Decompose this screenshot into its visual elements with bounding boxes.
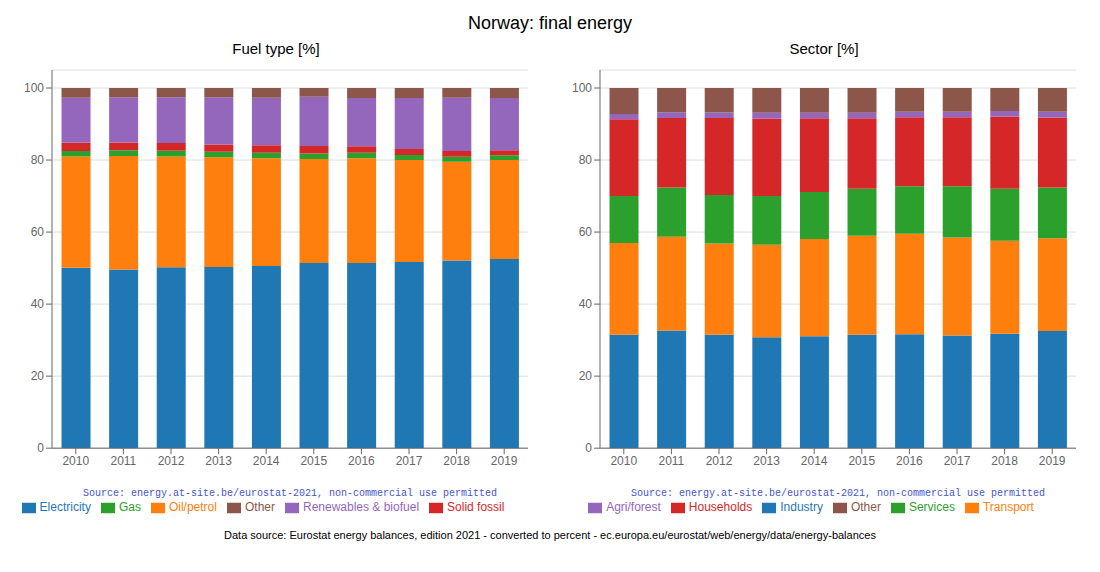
html-text:Renewables & biofuel: Renewables & biofuel [303,500,420,515]
svg-text:2018: 2018 [443,454,470,468]
html-text:Households: Households [688,500,753,515]
svg-text:2011: 2011 [658,454,684,468]
svg-text:40: 40 [31,297,45,311]
html-text:Electricity: Electricity [39,500,91,515]
svg-text:80: 80 [31,153,45,167]
svg-text:2018: 2018 [991,454,1018,468]
svg-text:2012: 2012 [706,454,733,468]
html-text:Agri/forest: Agri/forest [606,500,661,515]
svg-text:2019: 2019 [491,454,518,468]
svg-text:2016: 2016 [348,454,375,468]
svg-text:20: 20 [579,369,593,383]
svg-text:2015: 2015 [848,454,875,468]
svg-text:2016: 2016 [896,454,923,468]
html-text:Data source: Eurostat energy b: Data source: Eurostat energy balances, e… [224,529,876,541]
svg-text:2019: 2019 [1039,454,1066,468]
svg-text:60: 60 [31,225,45,239]
html-text:Services: Services [908,500,955,515]
svg-text:40: 40 [579,297,593,311]
svg-text:Source: energy.at-site.be/euro: Source: energy.at-site.be/eurostat-2021,… [631,488,1045,499]
svg-text:2013: 2013 [753,454,780,468]
html-text:Solid fossil: Solid fossil [447,500,505,515]
svg-text:2017: 2017 [396,454,423,468]
svg-text:2015: 2015 [300,454,327,468]
html-text:Sector [%]: Sector [%] [789,40,859,57]
svg-text:2010: 2010 [62,454,89,468]
svg-text:100: 100 [572,81,592,95]
svg-text:20: 20 [31,369,45,383]
html-text:Norway: final energy: Norway: final energy [468,13,632,33]
svg-text:2014: 2014 [801,454,828,468]
html-text:Industry: Industry [780,500,823,515]
svg-text:0: 0 [585,441,592,455]
html-text:Other: Other [245,500,275,515]
svg-text:80: 80 [579,153,593,167]
svg-text:100: 100 [24,81,44,95]
html-text:Oil/petrol: Oil/petrol [168,500,217,515]
svg-text:60: 60 [579,225,593,239]
svg-text:2014: 2014 [253,454,280,468]
svg-text:Source: energy.at-site.be/euro: Source: energy.at-site.be/eurostat-2021,… [83,488,497,499]
svg-text:2011: 2011 [110,454,136,468]
html-text:Fuel type [%]: Fuel type [%] [232,40,320,57]
svg-text:0: 0 [37,441,44,455]
html-text:Other: Other [850,500,881,515]
svg-text:2013: 2013 [205,454,232,468]
svg-text:2012: 2012 [158,454,185,468]
svg-text:2017: 2017 [944,454,971,468]
html-text:Transport: Transport [982,500,1034,515]
svg-text:2010: 2010 [610,454,637,468]
html-text:Gas: Gas [118,500,141,515]
